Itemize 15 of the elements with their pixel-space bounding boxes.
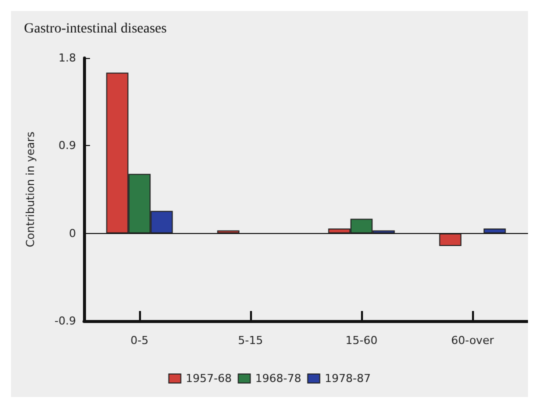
legend-label: 1968-78 bbox=[255, 372, 302, 385]
y-tick-label: 0.9 bbox=[58, 139, 76, 152]
x-tick-label: 15-60 bbox=[346, 334, 378, 347]
bar bbox=[439, 233, 462, 246]
x-tick-label: 0-5 bbox=[130, 334, 148, 347]
bar bbox=[484, 228, 506, 234]
y-tick-label: 0 bbox=[69, 226, 76, 240]
legend-label: 1978-87 bbox=[324, 372, 371, 385]
y-axis-title: Contribution in years bbox=[24, 131, 37, 248]
y-tick-label: -0.9 bbox=[54, 314, 76, 328]
legend-label: 1957-68 bbox=[186, 372, 232, 385]
chart-title: Gastro-intestinal diseases bbox=[24, 22, 167, 36]
y-tick-label: 1.8 bbox=[58, 52, 76, 64]
x-tick-label: 60-over bbox=[451, 334, 494, 347]
x-tick-label: 5-15 bbox=[238, 334, 263, 347]
